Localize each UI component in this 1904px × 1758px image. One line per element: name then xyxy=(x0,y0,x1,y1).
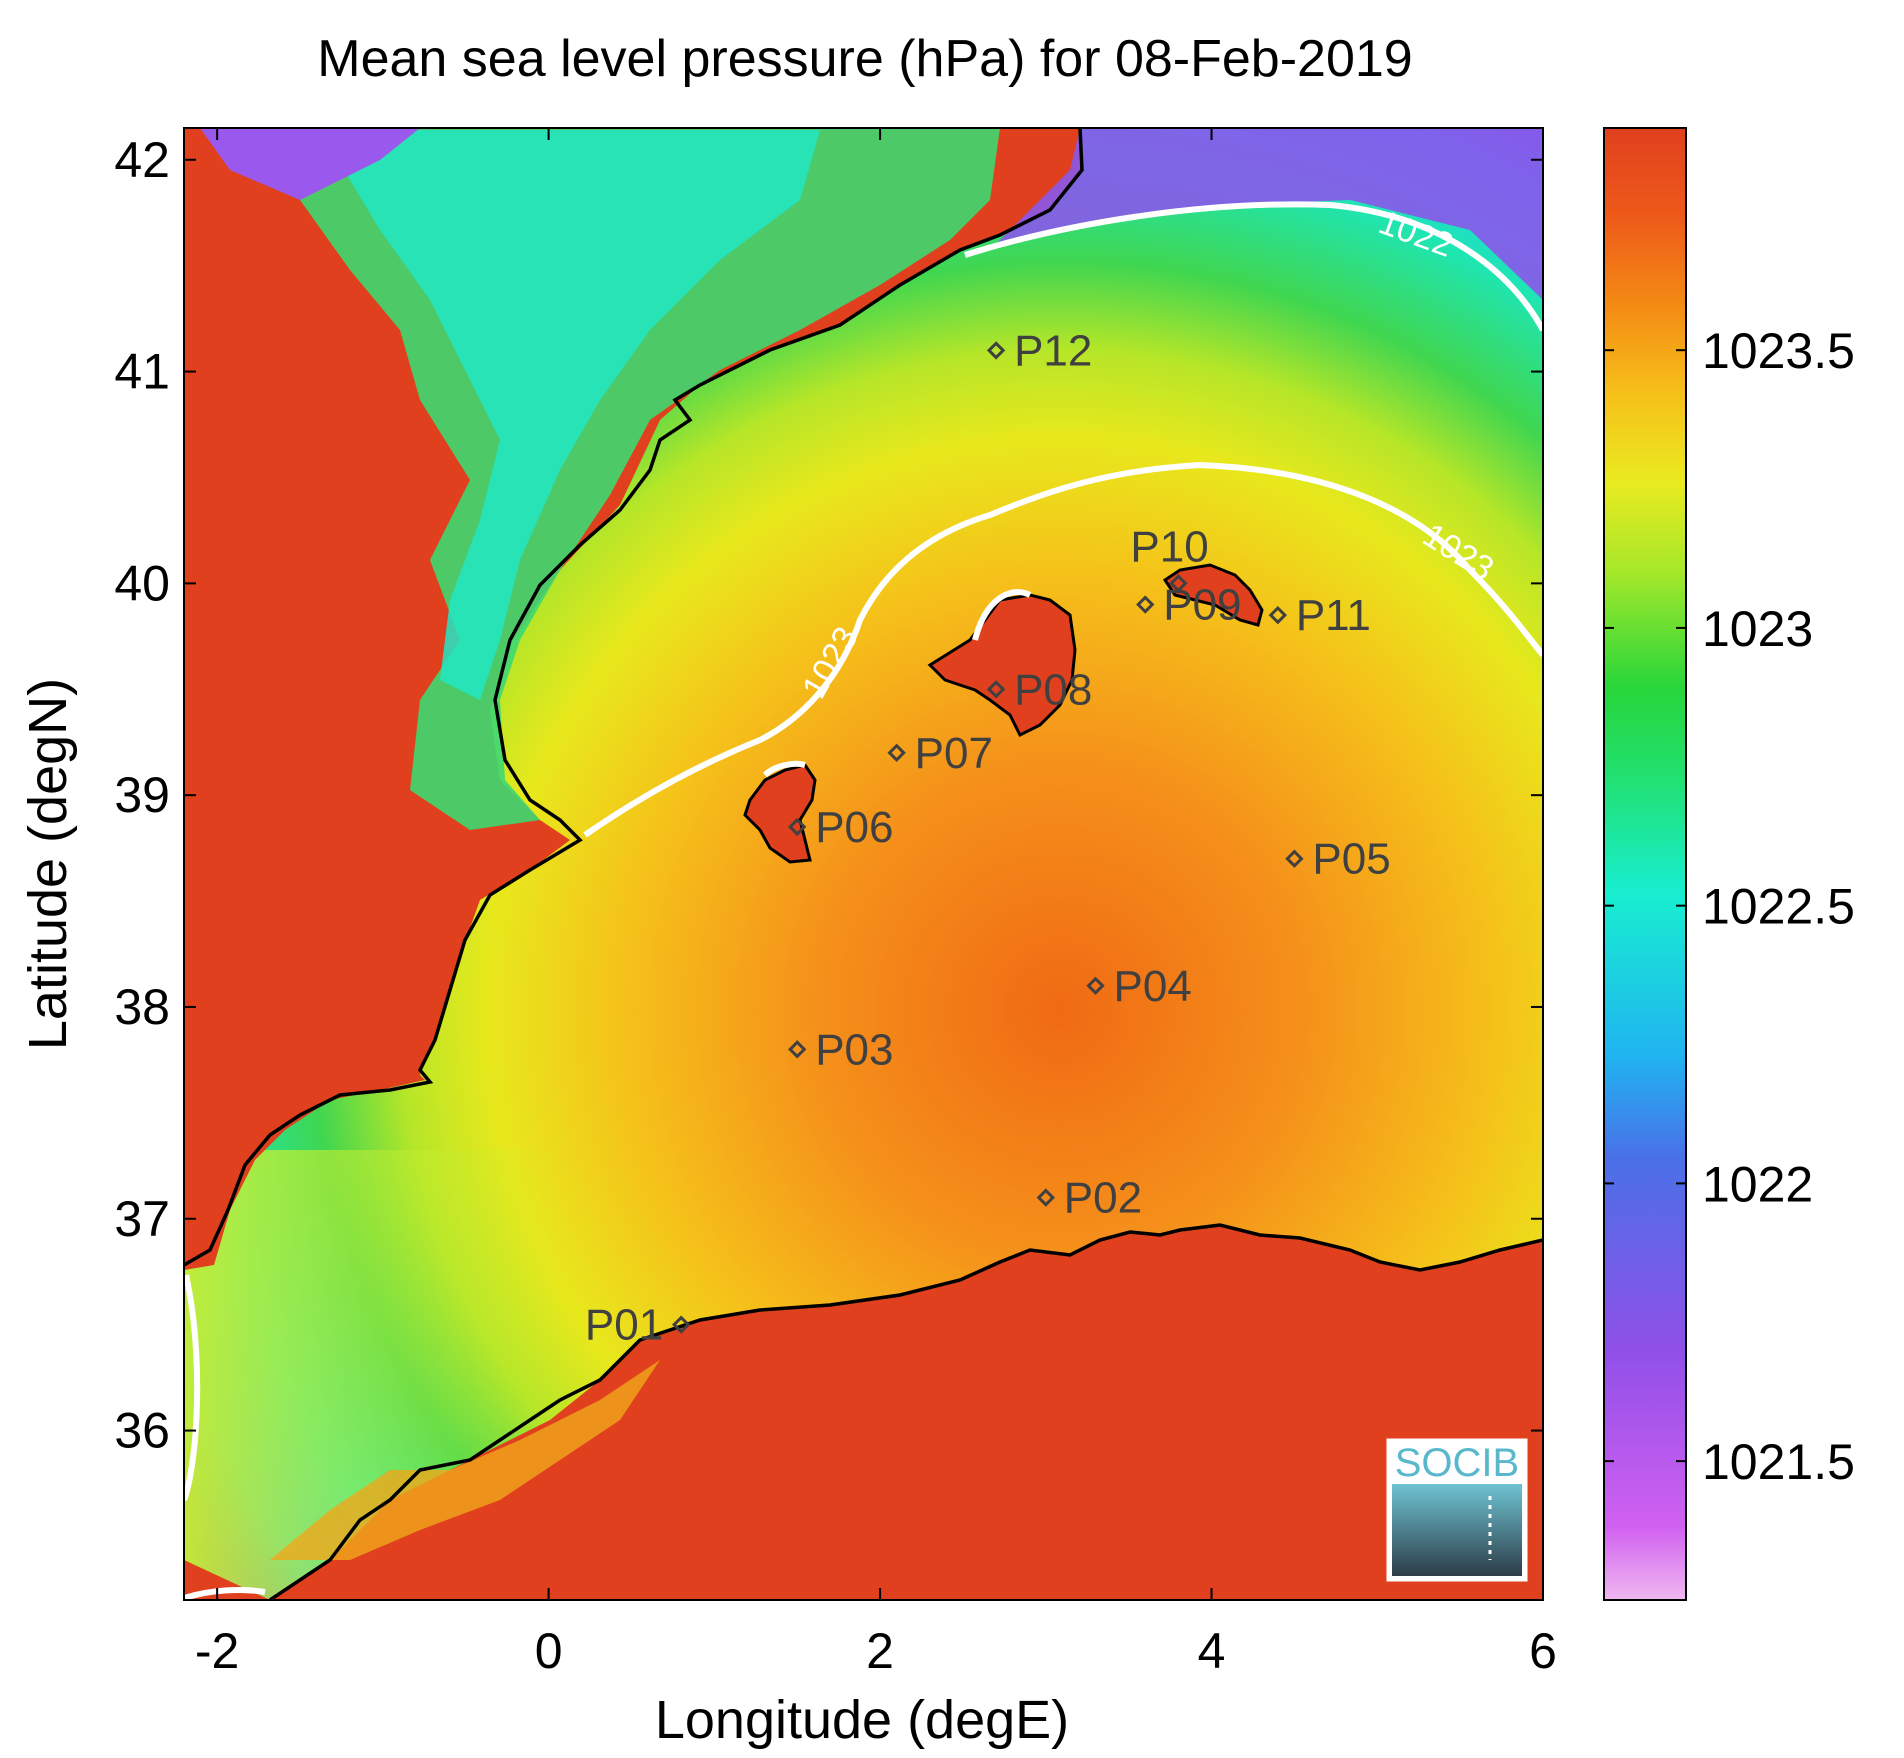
point-marker xyxy=(788,1040,807,1059)
point-p05: P05 xyxy=(1285,835,1391,884)
colorbar-tick-label: 1023.5 xyxy=(1702,323,1855,379)
y-tick-label: 38 xyxy=(114,979,170,1035)
point-label: P05 xyxy=(1312,835,1390,884)
colorbar-ticks: 1023.5 1023 1022.5 1022 1021.5 xyxy=(1604,323,1855,1490)
point-label: P11 xyxy=(1296,591,1371,640)
contour-1022-north xyxy=(964,201,1543,332)
sea-purple-corner xyxy=(990,128,1543,300)
colorbar-tick-label: 1022 xyxy=(1702,1156,1813,1212)
point-p06: P06 xyxy=(788,803,894,852)
x-axis: -2 0 2 4 6 xyxy=(195,128,1557,1679)
x-axis-label: Longitude (degE) xyxy=(655,1690,1069,1750)
map-plot-area: 1022 1023 1023 xyxy=(184,128,1543,1600)
point-label: P02 xyxy=(1064,1174,1142,1223)
plot-frame xyxy=(183,127,1544,1601)
coastline-iberia xyxy=(184,128,1084,1267)
land-iberia xyxy=(184,128,1082,1270)
point-marker xyxy=(887,743,906,762)
contour-1023-sea xyxy=(583,461,1543,838)
point-p10: P10 xyxy=(1130,522,1209,593)
point-marker xyxy=(1036,1188,1055,1207)
point-label: P06 xyxy=(815,803,893,852)
land-north-africa xyxy=(184,1225,1543,1600)
colorbar-tick-label: 1023 xyxy=(1702,601,1813,657)
socib-logo-text: SOCIB xyxy=(1395,1441,1519,1485)
point-p11: P11 xyxy=(1268,591,1371,640)
point-label: P12 xyxy=(1014,326,1092,375)
x-tick-label: 6 xyxy=(1529,1623,1557,1679)
x-tick-label: 2 xyxy=(866,1623,894,1679)
point-p02: P02 xyxy=(1036,1174,1142,1223)
x-tick-label: -2 xyxy=(195,1623,239,1679)
point-label: P01 xyxy=(585,1301,663,1350)
contour-1023-ibiza xyxy=(762,760,806,778)
y-tick-label: 39 xyxy=(114,767,170,823)
point-marker xyxy=(1136,595,1155,614)
point-p03: P03 xyxy=(788,1025,894,1074)
point-marker xyxy=(1268,605,1288,625)
y-tick-label: 40 xyxy=(114,555,170,611)
point-label: P10 xyxy=(1130,522,1208,571)
point-label: P04 xyxy=(1114,962,1192,1011)
point-marker xyxy=(986,341,1006,360)
point-label: P03 xyxy=(815,1025,893,1074)
point-p12: P12 xyxy=(986,326,1092,375)
y-axis: 42 41 40 39 38 37 36 xyxy=(114,132,1543,1459)
land-africa-yellow-strip xyxy=(270,1360,660,1560)
point-marker xyxy=(788,817,807,837)
point-marker xyxy=(986,680,1006,699)
coastline-menorca xyxy=(1162,563,1264,627)
contour-1023-mallorca xyxy=(972,589,1032,641)
x-tick-label: 4 xyxy=(1198,1623,1226,1679)
point-p01: P01 xyxy=(585,1301,691,1350)
socib-logo: SOCIB xyxy=(1386,1438,1528,1582)
chart-title: Mean sea level pressure (hPa) for 08-Feb… xyxy=(317,30,1412,88)
land-purple-corner xyxy=(200,128,420,200)
land-cyan-band xyxy=(320,130,820,700)
y-tick-label: 36 xyxy=(114,1403,170,1459)
point-p07: P07 xyxy=(887,729,993,778)
point-p04: P04 xyxy=(1086,962,1192,1011)
point-marker xyxy=(672,1315,691,1334)
y-axis-label: Latitude (degN) xyxy=(18,678,78,1050)
coastline-north-africa xyxy=(269,1223,1543,1600)
contour-1023-sw-corner xyxy=(184,1587,266,1600)
point-marker xyxy=(1169,574,1188,593)
y-tick-label: 37 xyxy=(114,1191,170,1247)
point-marker xyxy=(1285,849,1304,868)
coastline-mallorca xyxy=(927,593,1077,738)
x-tick-label: 0 xyxy=(535,1623,563,1679)
colorbar-tick-label: 1022.5 xyxy=(1702,879,1855,935)
colorbar-tick-label: 1021.5 xyxy=(1702,1434,1855,1490)
y-tick-label: 41 xyxy=(114,344,170,400)
colorbar xyxy=(1603,127,1687,1601)
point-marker xyxy=(1086,976,1105,995)
y-tick-label: 42 xyxy=(114,132,170,188)
point-label: P07 xyxy=(915,729,993,778)
point-label: P08 xyxy=(1014,665,1092,714)
point-p08: P08 xyxy=(986,665,1092,714)
contour-1023-west xyxy=(184,1274,201,1502)
